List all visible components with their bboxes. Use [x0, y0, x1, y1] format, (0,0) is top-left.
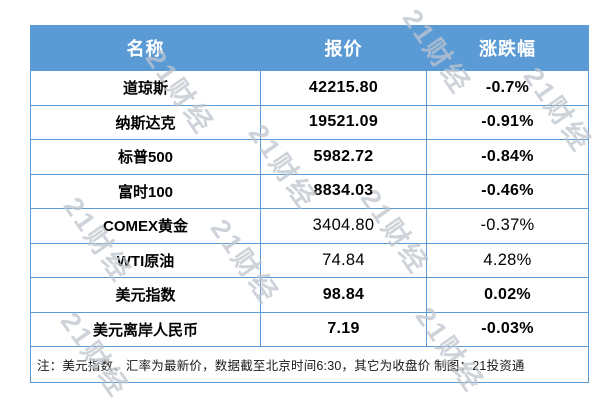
cell-change: -0.37%	[426, 208, 589, 244]
cell-change: 0.02%	[426, 277, 589, 313]
cell-name: COMEX黄金	[30, 208, 261, 244]
cell-name: 富时100	[30, 173, 261, 209]
cell-quote: 19521.09	[260, 104, 427, 140]
cell-change: 4.28%	[426, 242, 589, 278]
cell-name: 美元离岸人民币	[30, 311, 261, 347]
cell-name: 标普500	[30, 139, 261, 175]
cell-quote: 3404.80	[260, 208, 427, 244]
cell-change: -0.84%	[426, 139, 589, 175]
footnote: 注：美元指数、汇率为最新价，数据截至北京时间6:30，其它为收盘价 制图：21投…	[30, 346, 589, 383]
cell-change: -0.91%	[426, 104, 589, 140]
table-row: WTI原油 74.84 4.28%	[30, 242, 589, 278]
market-table: 名称 报价 涨跌幅 道琼斯 42215.80 -0.7% 纳斯达克 19521.…	[30, 25, 589, 383]
table-row: 纳斯达克 19521.09 -0.91%	[30, 104, 589, 140]
cell-name: WTI原油	[30, 242, 261, 278]
table-header-row: 名称 报价 涨跌幅	[30, 25, 589, 71]
col-header-name: 名称	[30, 25, 261, 71]
cell-name: 美元指数	[30, 277, 261, 313]
cell-quote: 7.19	[260, 311, 427, 347]
cell-quote: 42215.80	[260, 70, 427, 106]
cell-quote: 98.84	[260, 277, 427, 313]
cell-change: -0.03%	[426, 311, 589, 347]
cell-change: -0.46%	[426, 173, 589, 209]
cell-change: -0.7%	[426, 70, 589, 106]
table-row: 美元离岸人民币 7.19 -0.03%	[30, 311, 589, 347]
cell-quote: 8834.03	[260, 173, 427, 209]
col-header-quote: 报价	[260, 25, 427, 71]
table-row: 富时100 8834.03 -0.46%	[30, 173, 589, 209]
table-row: 美元指数 98.84 0.02%	[30, 277, 589, 313]
col-header-change: 涨跌幅	[426, 25, 589, 71]
table-footer-row: 注：美元指数、汇率为最新价，数据截至北京时间6:30，其它为收盘价 制图：21投…	[30, 346, 589, 383]
table-row: 标普500 5982.72 -0.84%	[30, 139, 589, 175]
table-row: 道琼斯 42215.80 -0.7%	[30, 70, 589, 106]
cell-quote: 5982.72	[260, 139, 427, 175]
cell-name: 纳斯达克	[30, 104, 261, 140]
cell-quote: 74.84	[260, 242, 427, 278]
table-row: COMEX黄金 3404.80 -0.37%	[30, 208, 589, 244]
cell-name: 道琼斯	[30, 70, 261, 106]
